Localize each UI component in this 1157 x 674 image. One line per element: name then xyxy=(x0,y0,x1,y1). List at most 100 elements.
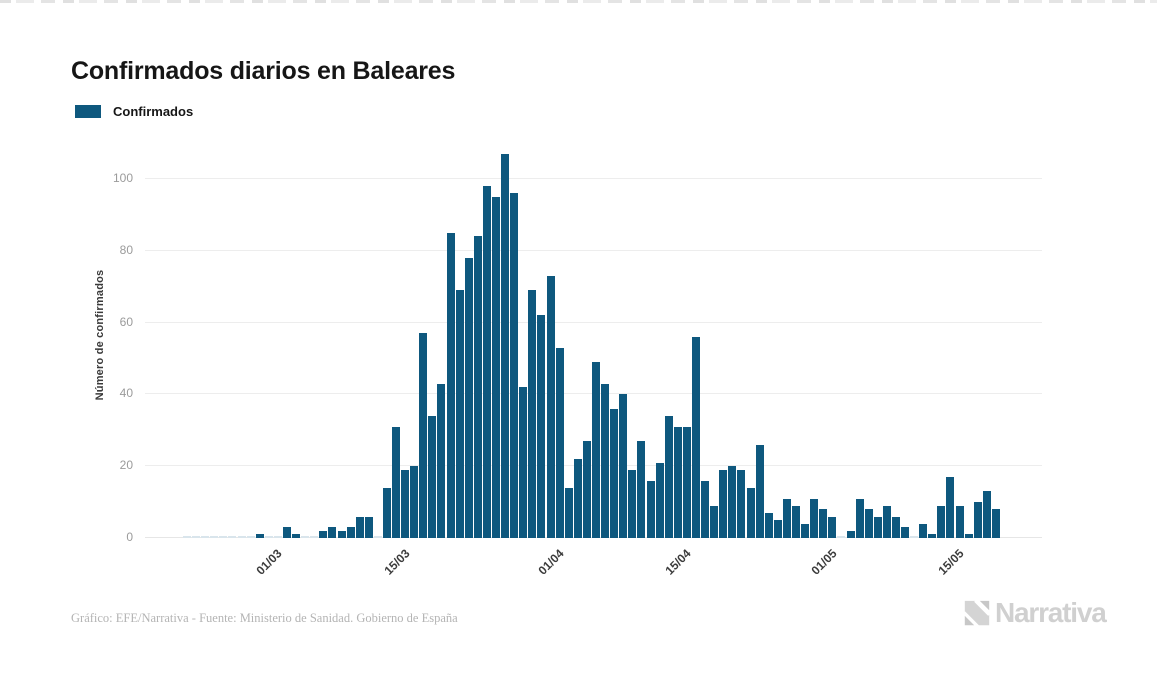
y-tick-label: 80 xyxy=(119,242,133,257)
bar xyxy=(546,275,555,538)
bar xyxy=(855,498,864,538)
bar xyxy=(482,186,491,538)
bar xyxy=(655,462,664,538)
x-tick-label: 15/04 xyxy=(662,546,694,578)
x-axis: 01/03 15/03 01/04 15/04 01/05 15/05 xyxy=(145,538,1042,608)
top-edge-artifact xyxy=(0,0,1157,3)
bar xyxy=(255,534,264,538)
bar-chart: Número de confirmados 0 20 40 60 80 100 01/03… xyxy=(0,145,1157,615)
zero-bar xyxy=(373,536,382,538)
bar xyxy=(364,516,373,538)
legend: Confirmados xyxy=(75,104,193,119)
bar xyxy=(410,466,419,538)
bar xyxy=(755,444,764,538)
bar xyxy=(492,196,501,538)
bar xyxy=(919,523,928,538)
bar xyxy=(319,530,328,538)
bar xyxy=(537,315,546,538)
x-tick-label: 15/03 xyxy=(380,546,413,578)
bar xyxy=(691,337,700,538)
bar xyxy=(664,415,673,538)
zero-bar xyxy=(183,536,191,538)
logo-text: Narrativa xyxy=(995,597,1107,628)
page-title: Confirmados diarios en Baleares xyxy=(71,56,456,85)
bar xyxy=(864,509,873,538)
bar xyxy=(510,193,519,538)
zero-bar xyxy=(301,536,310,538)
bar xyxy=(873,516,882,538)
bar xyxy=(382,487,391,538)
gridline xyxy=(145,178,1042,179)
bar xyxy=(682,426,691,538)
bar xyxy=(737,469,746,538)
zero-bar xyxy=(210,536,219,538)
legend-swatch xyxy=(75,105,101,118)
bar xyxy=(891,516,900,538)
gridline xyxy=(145,321,1042,323)
y-tick-label: 100 xyxy=(112,171,133,185)
narrativa-n-icon xyxy=(964,599,991,626)
bar xyxy=(392,426,401,538)
bar xyxy=(573,459,582,538)
bar xyxy=(592,362,600,538)
bar xyxy=(846,530,855,538)
gridline xyxy=(145,249,1042,251)
bar xyxy=(637,441,646,538)
bar xyxy=(746,487,755,538)
zero-bar xyxy=(219,536,228,538)
bar xyxy=(628,469,637,538)
bar xyxy=(901,527,910,538)
zero-bar xyxy=(837,536,846,538)
zero-bar xyxy=(310,536,319,538)
bar xyxy=(619,394,628,538)
bar xyxy=(501,153,510,538)
bar xyxy=(610,408,619,538)
bar xyxy=(719,469,728,538)
bar xyxy=(773,520,782,538)
bar xyxy=(819,509,828,538)
bar xyxy=(973,502,982,538)
zero-bar xyxy=(246,536,255,538)
bar xyxy=(764,512,773,538)
bar xyxy=(701,480,710,538)
zero-bar xyxy=(201,536,210,538)
x-tick-label: 01/04 xyxy=(535,546,567,578)
zero-bar xyxy=(264,536,273,538)
bar xyxy=(419,333,428,538)
bar xyxy=(555,347,564,538)
bar xyxy=(964,534,973,538)
bar xyxy=(428,415,437,538)
bar xyxy=(346,527,355,538)
bar xyxy=(928,534,937,538)
narrativa-logo: Narrativa xyxy=(962,597,1107,629)
bar xyxy=(782,498,791,538)
y-axis: 0 20 40 60 80 100 xyxy=(0,145,133,544)
y-tick-label: 20 xyxy=(119,458,133,473)
bar xyxy=(337,530,346,538)
bar xyxy=(991,509,1000,538)
bar xyxy=(728,466,737,538)
zero-bar xyxy=(228,536,237,538)
attribution-text: Gráfico: EFE/Narrativa - Fuente: Ministe… xyxy=(71,611,458,625)
y-tick-label: 60 xyxy=(119,314,133,329)
bar xyxy=(446,232,455,538)
zero-bar xyxy=(273,536,282,538)
bar xyxy=(801,523,810,538)
bar xyxy=(292,534,301,538)
bar xyxy=(582,441,591,538)
bar xyxy=(810,498,819,538)
y-tick-label: 0 xyxy=(126,530,133,544)
bar xyxy=(646,480,655,538)
bar xyxy=(710,505,719,538)
legend-label: Confirmados xyxy=(113,104,194,119)
bar xyxy=(882,505,891,538)
bar xyxy=(519,387,528,538)
bar xyxy=(673,426,682,538)
bar xyxy=(982,491,991,538)
y-tick-label: 40 xyxy=(119,386,133,401)
bar xyxy=(564,487,573,538)
x-tick-label: 01/03 xyxy=(253,546,285,578)
x-tick-label: 15/05 xyxy=(935,546,967,578)
bar xyxy=(828,516,837,538)
zero-bar xyxy=(237,536,246,538)
